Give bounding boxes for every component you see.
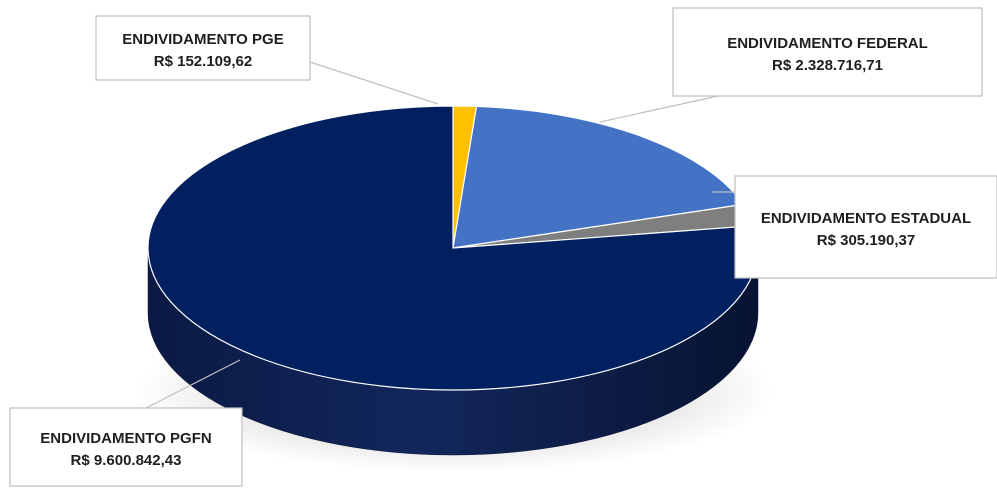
- pie-callouts: ENDIVIDAMENTO PGE R$ 152.109,62 ENDIVIDAME…: [9, 7, 997, 487]
- leader-line-endividamento-federal: [599, 95, 719, 123]
- slice-value-endividamento-pge: R$ 152.109,62: [154, 53, 252, 70]
- leader-line-endividamento-pgfn: [145, 359, 241, 409]
- slice-endividamento-pgfn: [147, 105, 759, 391]
- callout-box-endividamento-estadual: [734, 175, 997, 279]
- slice-value-endividamento-pgfn: R$ 9.600.842,43: [71, 452, 182, 469]
- slice-label-endividamento-estadual: ENDIVIDAMENTO ESTADUAL: [761, 210, 971, 227]
- leader-line-endividamento-pge: [309, 61, 439, 105]
- slice-value-endividamento-federal: R$ 2.328.716,71: [772, 57, 883, 74]
- slice-label-endividamento-pge: ENDIVIDAMENTO PGE: [122, 31, 283, 48]
- slice-label-endividamento-pgfn: ENDIVIDAMENTO PGFN: [40, 430, 211, 447]
- slice-label-endividamento-federal: ENDIVIDAMENTO FEDERAL: [727, 35, 928, 52]
- slice-endividamento-federal: [452, 105, 744, 249]
- callout-box-endividamento-pgfn: [9, 407, 243, 487]
- callout-box-endividamento-pge: [95, 15, 311, 81]
- slice-value-endividamento-estadual: R$ 305.190,37: [817, 232, 915, 249]
- pie-top: [147, 105, 759, 391]
- callout-box-endividamento-federal: [672, 7, 983, 97]
